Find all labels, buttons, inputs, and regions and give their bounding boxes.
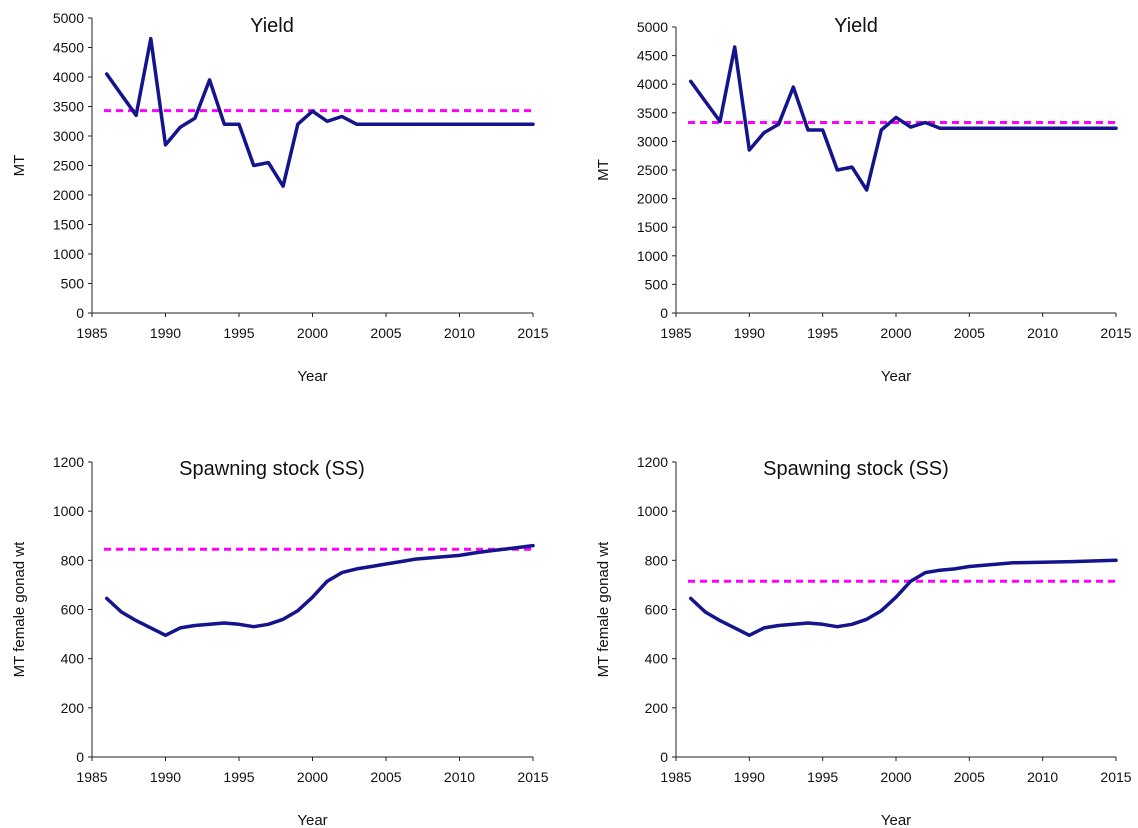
x-tick-label: 1990 bbox=[734, 769, 765, 785]
y-tick-label: 5000 bbox=[637, 19, 668, 35]
x-tick-label: 2015 bbox=[517, 769, 548, 785]
y-tick-label: 2500 bbox=[637, 162, 668, 178]
y-tick-label: 5000 bbox=[53, 10, 84, 26]
y-tick-label: 4000 bbox=[53, 69, 84, 85]
series-line bbox=[688, 45, 1118, 192]
x-tick-label: 2015 bbox=[1100, 325, 1131, 341]
chart-panel-4: Spawning stock (SS) 0 200 400 600 800 1000 1200… bbox=[595, 454, 1132, 828]
x-tick-label: 1990 bbox=[734, 325, 765, 341]
y-tick-label: 800 bbox=[61, 552, 85, 568]
chart-title: Yield bbox=[250, 15, 294, 37]
chart-title: Yield bbox=[834, 15, 878, 37]
y-axis-label: MT female gonad wt bbox=[11, 541, 28, 677]
x-tick-label: 1985 bbox=[660, 325, 691, 341]
y-tick-label: 1000 bbox=[637, 503, 668, 519]
y-axis-label: MT bbox=[11, 155, 28, 177]
x-axis-label: Year bbox=[881, 368, 911, 385]
chart-panel-1: Yield 0 500 1000 1500 2000 2500 3000 3500 4000 450… bbox=[11, 10, 549, 385]
x-tick-label: 2005 bbox=[954, 769, 985, 785]
x-axis-label: Year bbox=[297, 812, 327, 828]
y-tick-label: 400 bbox=[645, 651, 669, 667]
y-axis-label: MT female gonad wt bbox=[595, 541, 612, 677]
y-tick-label: 1500 bbox=[637, 219, 668, 235]
x-tick-label: 1995 bbox=[807, 769, 838, 785]
x-tick-label: 1995 bbox=[223, 325, 254, 341]
y-tick-label: 2000 bbox=[637, 191, 668, 207]
y-tick-label: 3000 bbox=[637, 133, 668, 149]
y-tick-label: 0 bbox=[76, 749, 84, 765]
x-axis-label: Year bbox=[297, 368, 327, 385]
x-tick-label: 2010 bbox=[1027, 325, 1058, 341]
y-tick-label: 4000 bbox=[637, 76, 668, 92]
chart-panel-2: Yield 0 500 1000 1500 2000 2500 3000 3500 4000 450… bbox=[595, 15, 1132, 385]
y-tick-label: 1000 bbox=[53, 503, 84, 519]
x-tick-label: 2010 bbox=[1027, 769, 1058, 785]
y-tick-label: 1200 bbox=[637, 454, 668, 470]
y-tick-label: 500 bbox=[61, 276, 85, 292]
y-tick-label: 3000 bbox=[53, 128, 84, 144]
x-tick-label: 2010 bbox=[444, 325, 475, 341]
x-tick-label: 1990 bbox=[150, 325, 181, 341]
y-tick-label: 3500 bbox=[53, 99, 84, 115]
x-tick-label: 1985 bbox=[660, 769, 691, 785]
y-tick-label: 200 bbox=[645, 700, 669, 716]
chart-panel-3: Spawning stock (SS) 0 200 400 600 800 1000 1200… bbox=[11, 454, 549, 828]
series-line bbox=[104, 36, 535, 188]
x-tick-label: 2015 bbox=[517, 325, 548, 341]
y-tick-label: 400 bbox=[61, 651, 85, 667]
x-tick-label: 1985 bbox=[76, 769, 107, 785]
y-tick-label: 800 bbox=[645, 552, 669, 568]
x-tick-label: 2000 bbox=[880, 769, 911, 785]
y-tick-label: 3500 bbox=[637, 105, 668, 121]
x-tick-label: 2000 bbox=[880, 325, 911, 341]
x-tick-label: 2015 bbox=[1100, 769, 1131, 785]
x-tick-label: 2005 bbox=[370, 325, 401, 341]
chart-title: Spawning stock (SS) bbox=[763, 458, 949, 480]
y-tick-label: 1200 bbox=[53, 454, 84, 470]
series-line bbox=[688, 558, 1118, 638]
x-tick-label: 2010 bbox=[444, 769, 475, 785]
x-tick-label: 2005 bbox=[954, 325, 985, 341]
y-tick-label: 2000 bbox=[53, 187, 84, 203]
x-axis-label: Year bbox=[881, 812, 911, 828]
y-tick-label: 1000 bbox=[53, 246, 84, 262]
y-tick-label: 0 bbox=[76, 305, 84, 321]
y-tick-label: 200 bbox=[61, 700, 85, 716]
y-tick-label: 600 bbox=[61, 602, 85, 618]
x-tick-label: 1990 bbox=[150, 769, 181, 785]
x-tick-label: 2000 bbox=[297, 325, 328, 341]
x-tick-label: 1985 bbox=[76, 325, 107, 341]
y-tick-label: 500 bbox=[645, 276, 669, 292]
y-tick-label: 1500 bbox=[53, 217, 84, 233]
x-tick-label: 1995 bbox=[223, 769, 254, 785]
y-tick-label: 0 bbox=[660, 749, 668, 765]
y-tick-label: 600 bbox=[645, 602, 669, 618]
y-tick-label: 0 bbox=[660, 305, 668, 321]
y-axis-label: MT bbox=[595, 159, 612, 181]
x-tick-label: 1995 bbox=[807, 325, 838, 341]
y-tick-label: 1000 bbox=[637, 248, 668, 264]
y-tick-label: 2500 bbox=[53, 158, 84, 174]
x-tick-label: 2000 bbox=[297, 769, 328, 785]
chart-title: Spawning stock (SS) bbox=[179, 458, 365, 480]
y-tick-label: 4500 bbox=[637, 48, 668, 64]
y-tick-label: 4500 bbox=[53, 40, 84, 56]
x-tick-label: 2005 bbox=[370, 769, 401, 785]
series-line bbox=[104, 543, 535, 638]
